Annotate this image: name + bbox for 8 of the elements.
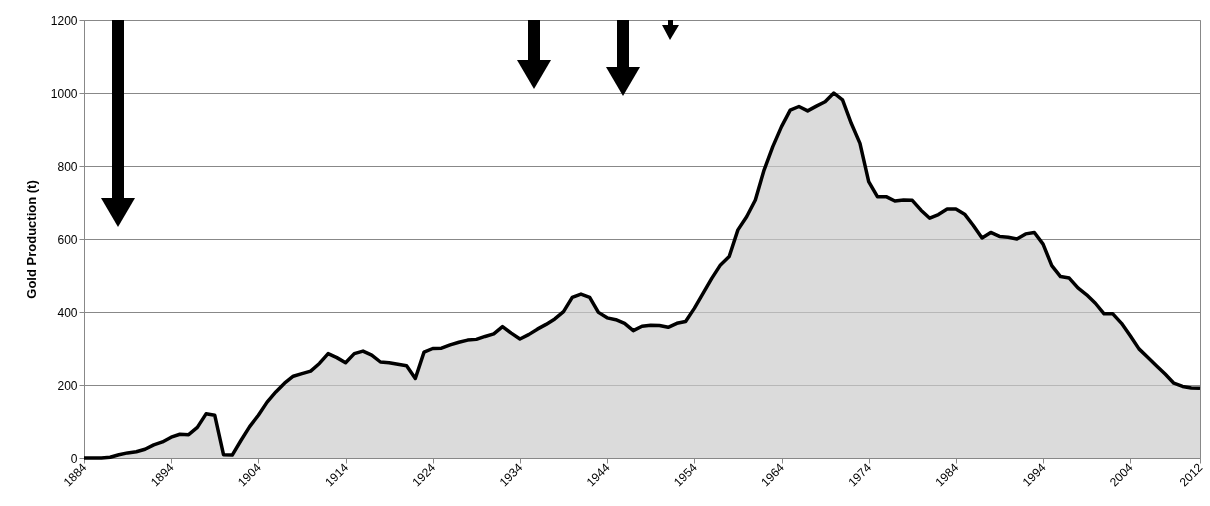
y-tick-label: 600 [57, 232, 78, 247]
y-axis-title: Gold Production (t) [23, 180, 39, 299]
y-tick-label: 200 [57, 378, 78, 393]
y-tick-label: 1000 [50, 86, 78, 101]
y-tick-label: 1200 [50, 13, 78, 28]
y-tick-label: 400 [57, 305, 78, 320]
y-tick-label: 800 [57, 159, 78, 174]
y-tick-label: 0 [70, 451, 78, 466]
